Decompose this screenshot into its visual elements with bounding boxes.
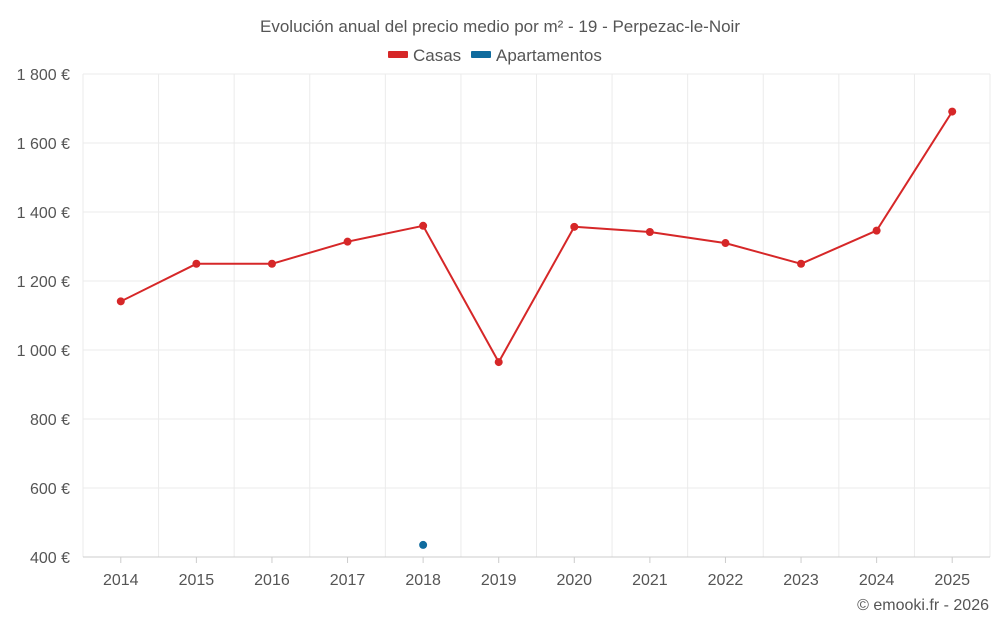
data-point-apartamentos-2018[interactable] [419, 540, 428, 549]
y-tick-label: 600 € [30, 481, 70, 498]
x-tick-label: 2020 [556, 572, 592, 589]
x-tick-label: 2021 [632, 572, 668, 589]
y-tick-label: 1 200 € [17, 274, 70, 291]
x-tick-label: 2019 [481, 572, 517, 589]
credit-text: © emooki.fr - 2026 [857, 597, 989, 614]
y-tick-label: 400 € [30, 550, 70, 567]
series-casas [116, 107, 957, 367]
data-point-casas-2024[interactable] [872, 226, 881, 235]
series-layer [116, 107, 957, 549]
legend-swatch-apartamentos[interactable] [471, 51, 491, 58]
data-point-casas-2023[interactable] [797, 259, 806, 268]
legend: Casas Apartamentos [388, 46, 602, 65]
x-tick-label: 2023 [783, 572, 819, 589]
data-point-casas-2025[interactable] [948, 107, 957, 116]
x-tick-label: 2017 [330, 572, 366, 589]
data-point-casas-2020[interactable] [570, 222, 579, 231]
x-tick-label: 2016 [254, 572, 290, 589]
y-axis-ticks: 400 € 600 € 800 € 1 000 € 1 200 € 1 400 € 1 60… [17, 67, 70, 567]
chart-title: Evolución anual del precio medio por m² … [260, 17, 740, 36]
data-point-casas-2022[interactable] [721, 239, 730, 248]
data-point-casas-2018[interactable] [419, 221, 428, 230]
x-tick-label: 2024 [859, 572, 895, 589]
y-tick-label: 800 € [30, 412, 70, 429]
x-tick-label: 2014 [103, 572, 139, 589]
legend-label-casas[interactable]: Casas [413, 46, 461, 65]
x-tick-label: 2015 [179, 572, 215, 589]
series-apartamentos [419, 540, 428, 549]
legend-swatch-casas[interactable] [388, 51, 408, 58]
x-tick-label: 2025 [934, 572, 970, 589]
y-tick-label: 1 800 € [17, 67, 70, 84]
data-point-casas-2017[interactable] [343, 237, 352, 246]
y-tick-label: 1 400 € [17, 205, 70, 222]
data-point-casas-2014[interactable] [116, 297, 125, 306]
y-tick-label: 1 000 € [17, 343, 70, 360]
x-axis-ticks: 2014 2015 2016 2017 2018 2019 2020 2021 2022 2023… [103, 557, 970, 589]
y-tick-label: 1 600 € [17, 136, 70, 153]
grid-vertical [82, 74, 991, 557]
legend-label-apartamentos[interactable]: Apartamentos [496, 46, 602, 65]
data-point-casas-2019[interactable] [494, 358, 503, 367]
data-point-casas-2021[interactable] [645, 228, 654, 237]
x-tick-label: 2022 [708, 572, 744, 589]
data-point-casas-2015[interactable] [192, 259, 201, 268]
x-tick-label: 2018 [405, 572, 441, 589]
data-point-casas-2016[interactable] [267, 259, 276, 268]
series-line-casas [120, 111, 954, 364]
